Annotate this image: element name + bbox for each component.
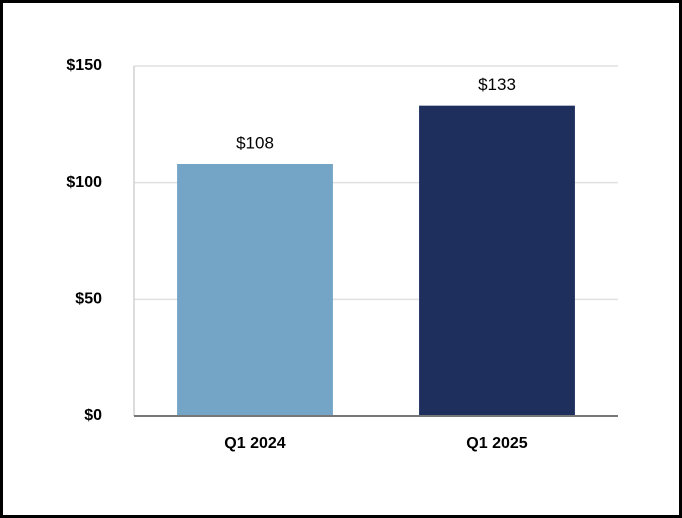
x-tick-label: Q1 2025 [466,435,527,452]
bar [419,105,575,417]
value-label: $108 [236,133,274,152]
x-tick-label: Q1 2024 [224,435,285,452]
y-tick-label: $100 [66,174,102,191]
y-tick-label: $50 [75,291,102,308]
bar [177,164,333,416]
y-tick-label: $0 [84,407,102,424]
y-tick-label: $150 [66,57,102,74]
value-label: $133 [478,75,516,94]
